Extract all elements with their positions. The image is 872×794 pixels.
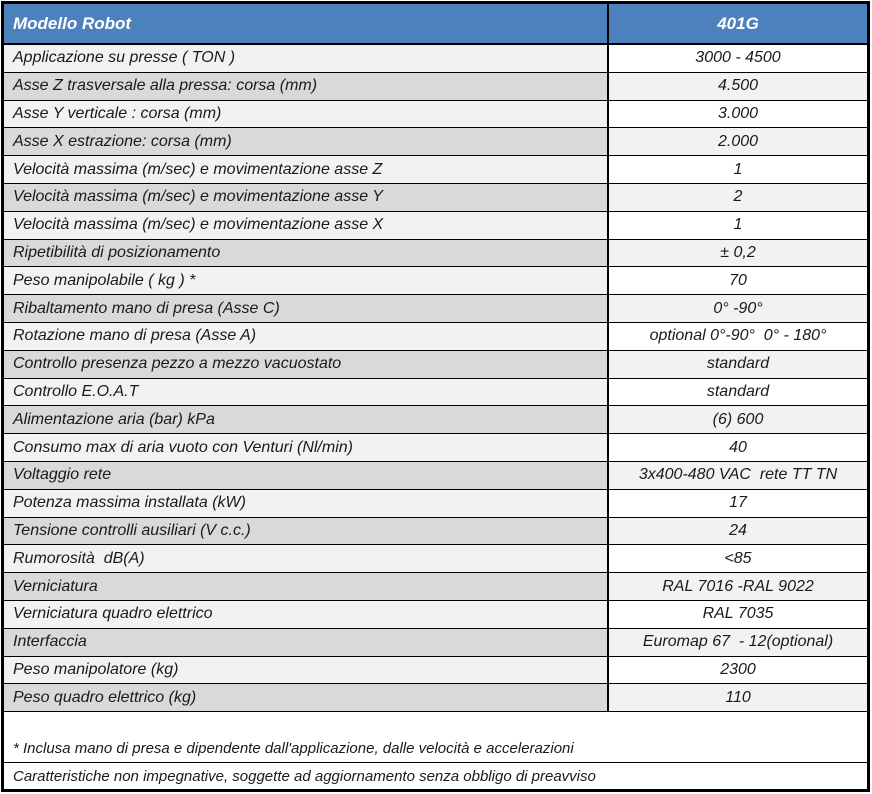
spec-value: <85 bbox=[609, 545, 867, 573]
spec-value: ± 0,2 bbox=[609, 239, 867, 267]
table-row: Controllo E.O.A.T standard bbox=[4, 378, 867, 407]
spec-value: Euromap 67 - 12(optional) bbox=[609, 628, 867, 656]
spec-value: 0° -90° bbox=[609, 295, 867, 322]
table-row: Asse X estrazione: corsa (mm) 2.000 bbox=[4, 128, 867, 157]
spec-value: (6) 600 bbox=[609, 406, 867, 434]
table-row: Controllo presenza pezzo a mezzo vacuost… bbox=[4, 350, 867, 379]
header-model-label: Modello Robot bbox=[4, 4, 609, 43]
spec-label: Verniciatura bbox=[4, 573, 609, 600]
spec-label: Interfaccia bbox=[4, 628, 609, 656]
spec-value: 40 bbox=[609, 434, 867, 461]
table-row: Verniciatura RAL 7016 -RAL 9022 bbox=[4, 573, 867, 601]
spec-label: Velocità massima (m/sec) e movimentazion… bbox=[4, 211, 609, 239]
spec-value: 2300 bbox=[609, 656, 867, 684]
spec-label: Peso manipolabile ( kg ) * bbox=[4, 267, 609, 295]
spec-label: Controllo E.O.A.T bbox=[4, 378, 609, 406]
table-row: Asse Y verticale : corsa (mm) 3.000 bbox=[4, 100, 867, 129]
spec-label: Consumo max di aria vuoto con Venturi (N… bbox=[4, 434, 609, 461]
spec-label: Velocità massima (m/sec) e movimentazion… bbox=[4, 156, 609, 183]
spec-value: standard bbox=[609, 350, 867, 378]
table-row: Voltaggio rete 3x400-480 VAC rete TT TN bbox=[4, 461, 867, 490]
spec-label: Alimentazione aria (bar) kPa bbox=[4, 406, 609, 434]
footnote-weight-note: * Inclusa mano di presa e dipendente dal… bbox=[4, 712, 867, 764]
spec-label: Voltaggio rete bbox=[4, 461, 609, 489]
spec-label: Asse X estrazione: corsa (mm) bbox=[4, 128, 609, 156]
spec-value: 110 bbox=[609, 684, 867, 712]
spec-value: 70 bbox=[609, 267, 867, 295]
table-row: Peso quadro elettrico (kg) 110 bbox=[4, 684, 867, 713]
spec-label: Peso quadro elettrico (kg) bbox=[4, 684, 609, 712]
spec-label: Verniciatura quadro elettrico bbox=[4, 600, 609, 628]
table-row: Tensione controlli ausiliari (V c.c.) 24 bbox=[4, 517, 867, 546]
spec-rows: Applicazione su presse ( TON ) 3000 - 45… bbox=[4, 45, 867, 713]
table-row: Velocità massima (m/sec) e movimentazion… bbox=[4, 183, 867, 212]
spec-value: 2.000 bbox=[609, 128, 867, 156]
table-row: Velocità massima (m/sec) e movimentazion… bbox=[4, 156, 867, 184]
spec-value: 3x400-480 VAC rete TT TN bbox=[609, 461, 867, 489]
header-model-value: 401G bbox=[717, 13, 759, 33]
table-row: Peso manipolabile ( kg ) * 70 bbox=[4, 267, 867, 296]
spec-label: Controllo presenza pezzo a mezzo vacuost… bbox=[4, 350, 609, 378]
spec-value: 4.500 bbox=[609, 72, 867, 100]
spec-label: Asse Y verticale : corsa (mm) bbox=[4, 100, 609, 128]
spec-value: RAL 7016 -RAL 9022 bbox=[609, 573, 867, 600]
spec-label: Ripetibilità di posizionamento bbox=[4, 239, 609, 267]
spec-value: 1 bbox=[609, 156, 867, 183]
table-header-row: Modello Robot 401G bbox=[4, 4, 867, 45]
spec-value: 3000 - 4500 bbox=[609, 45, 867, 72]
spec-label: Potenza massima installata (kW) bbox=[4, 489, 609, 517]
spec-value: optional 0°-90° 0° - 180° bbox=[609, 322, 867, 350]
table-row: Asse Z trasversale alla pressa: corsa (m… bbox=[4, 72, 867, 101]
table-row: Peso manipolatore (kg) 2300 bbox=[4, 656, 867, 685]
spec-label: Rumorosità dB(A) bbox=[4, 545, 609, 573]
spec-label: Tensione controlli ausiliari (V c.c.) bbox=[4, 517, 609, 545]
spec-value: 1 bbox=[609, 211, 867, 239]
table-row: Velocità massima (m/sec) e movimentazion… bbox=[4, 211, 867, 240]
table-row: Rotazione mano di presa (Asse A) optiona… bbox=[4, 322, 867, 351]
table-row: Alimentazione aria (bar) kPa (6) 600 bbox=[4, 406, 867, 435]
spec-label: Asse Z trasversale alla pressa: corsa (m… bbox=[4, 72, 609, 100]
table-row: Verniciatura quadro elettrico RAL 7035 bbox=[4, 600, 867, 629]
spec-label: Ribaltamento mano di presa (Asse C) bbox=[4, 295, 609, 322]
table-row: Potenza massima installata (kW) 17 bbox=[4, 489, 867, 518]
spec-value: 17 bbox=[609, 489, 867, 517]
spec-label: Rotazione mano di presa (Asse A) bbox=[4, 322, 609, 350]
spec-label: Velocità massima (m/sec) e movimentazion… bbox=[4, 183, 609, 211]
spec-value: RAL 7035 bbox=[609, 600, 867, 628]
table-row: Rumorosità dB(A) <85 bbox=[4, 545, 867, 574]
spec-value: standard bbox=[609, 378, 867, 406]
table-row: Ripetibilità di posizionamento ± 0,2 bbox=[4, 239, 867, 268]
footnote-disclaimer: Caratteristiche non impegnative, soggett… bbox=[4, 763, 867, 790]
table-row: Consumo max di aria vuoto con Venturi (N… bbox=[4, 434, 867, 462]
spec-value: 24 bbox=[609, 517, 867, 545]
spec-value: 2 bbox=[609, 183, 867, 211]
table-row: Ribaltamento mano di presa (Asse C) 0° -… bbox=[4, 295, 867, 323]
spec-value: 3.000 bbox=[609, 100, 867, 128]
spec-label: Peso manipolatore (kg) bbox=[4, 656, 609, 684]
table-row: Interfaccia Euromap 67 - 12(optional) bbox=[4, 628, 867, 657]
table-row: Applicazione su presse ( TON ) 3000 - 45… bbox=[4, 45, 867, 73]
spec-label: Applicazione su presse ( TON ) bbox=[4, 45, 609, 72]
